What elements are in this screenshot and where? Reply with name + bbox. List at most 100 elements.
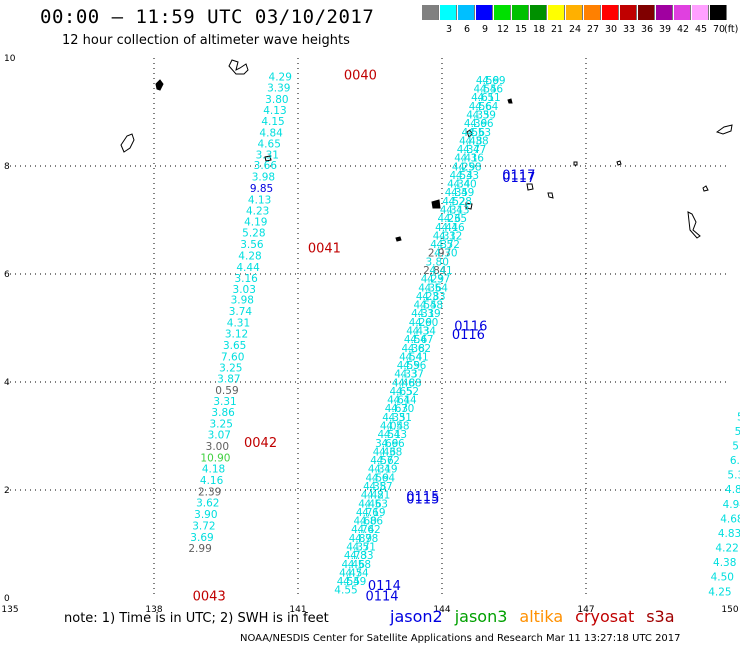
wave-height-value: 4.31 (411, 308, 434, 320)
wave-height-value: 3.90 (194, 509, 217, 521)
wave-height-value: 3.65 (223, 340, 246, 352)
legend-label: 18 (532, 24, 546, 35)
legend-swatch (710, 5, 727, 20)
satellite-label-jason3: jason3 (454, 607, 508, 626)
pass-time-label: 0116 (454, 320, 487, 335)
island-outline (465, 202, 473, 210)
wave-height-value: 4.62 (408, 343, 431, 355)
wave-height-value: 4.41 (429, 265, 452, 277)
wave-height-value: 4.74 (345, 567, 369, 579)
wave-height-value: 4.34 (447, 179, 471, 191)
wave-height-value: 4.59 (476, 75, 499, 87)
legend-label: 27 (586, 24, 600, 35)
satellite-label-cryosat: cryosat (575, 607, 635, 626)
satellite-label-jason2: jason2 (390, 607, 443, 626)
wave-height-value: 4.28 (238, 250, 261, 262)
island-outline (526, 183, 534, 191)
wave-height-value: 4.31 (227, 317, 250, 329)
lat-tick-label: 6 (4, 270, 10, 280)
map-subtitle: 12 hour collection of altimeter wave hei… (62, 33, 350, 48)
lat-tick-label: 4 (4, 378, 10, 388)
wave-height-value: 5.15 (735, 426, 740, 438)
time-labels: 0040004100420043011701170116011601150115… (193, 69, 536, 605)
wave-height-value: 4.74 (351, 524, 375, 536)
wave-height-value: 4.84 (725, 484, 740, 496)
island-outline (431, 199, 441, 209)
lat-tick-label: 2 (4, 486, 10, 496)
wave-height-value: 4.38 (379, 446, 402, 458)
wave-height-value: 4.32 (439, 230, 462, 242)
wave-height-value: 4.47 (410, 334, 433, 346)
wave-height-value: 10.90 (200, 452, 230, 464)
wave-height-value: 4.69 (482, 75, 505, 87)
wave-height-value: 4.53 (365, 498, 388, 510)
satellite-legend: jason2 jason3 altika cryosat s3a (390, 607, 687, 626)
wave-height-value: 4.61 (387, 395, 410, 407)
wave-height-value: 3.74 (229, 306, 253, 318)
wave-height-value: 0.59 (215, 385, 238, 397)
wave-height-value: 4.78 (355, 533, 378, 545)
wave-height-value: 4.31 (433, 230, 456, 242)
pass-time-label: 0043 (193, 590, 226, 605)
wave-height-value: 4.36 (418, 282, 442, 294)
wave-height-value: 4.55 (334, 585, 357, 597)
lon-tick-label: 150 (721, 605, 738, 615)
footer-note: note: 1) Time is in UTC; 2) SWH is in fe… (64, 611, 329, 626)
wave-height-value: 4.68 (398, 377, 421, 389)
wave-height-value: 4.41 (405, 351, 428, 363)
wave-height-value: 3.39 (267, 82, 290, 94)
wave-height-value: 4.48 (459, 135, 482, 147)
wave-height-value: 4.70 (391, 403, 414, 415)
wave-height-value: 4.52 (437, 239, 460, 251)
pass-time-label: 0041 (308, 241, 341, 256)
wave-height-value: 4.18 (202, 464, 225, 476)
land-outlines (120, 59, 733, 242)
legend-swatch (476, 5, 493, 20)
wave-height-value: 4.51 (477, 92, 500, 104)
wave-height-value: 4.60 (354, 516, 377, 528)
wave-height-value: 4.23 (246, 206, 269, 218)
legend-label: 12 (496, 24, 510, 35)
wave-height-value: 4.46 (358, 498, 382, 510)
legend-swatch (638, 5, 655, 20)
legend-label: 6 (463, 24, 471, 35)
wave-height-value: 4.35 (466, 109, 489, 121)
pass-time-label: 0115 (406, 490, 439, 505)
wave-height-value: 2.84 (423, 265, 447, 277)
wave-height-value: 5.24 (737, 411, 740, 423)
legend-swatch (440, 5, 457, 20)
wave-height-value: 4.51 (378, 429, 401, 441)
legend-swatch (512, 5, 529, 20)
wave-height-value: 6.21 (730, 455, 740, 467)
wave-height-value: 4.50 (711, 572, 734, 584)
wave-height-value: 5.28 (242, 228, 265, 240)
wave-height-value: 4.38 (402, 343, 425, 355)
legend-swatch (566, 5, 583, 20)
wave-height-value: 4.45 (339, 567, 362, 579)
wave-height-value: 4.59 (366, 472, 389, 484)
legend-swatch (494, 5, 511, 20)
wave-height-value: 4.28 (416, 291, 439, 303)
wave-height-value: 3.03 (233, 284, 256, 296)
wave-height-value: 4.43 (406, 325, 429, 337)
wave-height-value: 4.31 (368, 464, 391, 476)
legend-label: 3 (445, 24, 453, 35)
wave-height-value: 4.54 (399, 351, 423, 363)
wave-height-value: 3.25 (219, 363, 242, 375)
wave-height-value: 3.80 (265, 94, 288, 106)
wave-height-value: 3.56 (240, 239, 264, 251)
wave-height-value: 4.58 (386, 421, 409, 433)
wave-height-value: 4.89 (349, 533, 372, 545)
island-outline (547, 192, 554, 199)
wave-height-value: 4.61 (471, 92, 494, 104)
wave-height-value: 3.00 (206, 441, 229, 453)
legend-label: 15 (514, 24, 528, 35)
wave-height-value: 3.69 (375, 438, 398, 450)
wave-height-value: 4.37 (430, 239, 453, 251)
lon-tick-label: 135 (1, 605, 18, 615)
wave-height-value: 4.54 (425, 282, 449, 294)
wave-height-value: 4.29 (409, 317, 432, 329)
wave-height-value: 4.68 (720, 513, 740, 525)
wave-height-value: 4.30 (434, 248, 457, 260)
